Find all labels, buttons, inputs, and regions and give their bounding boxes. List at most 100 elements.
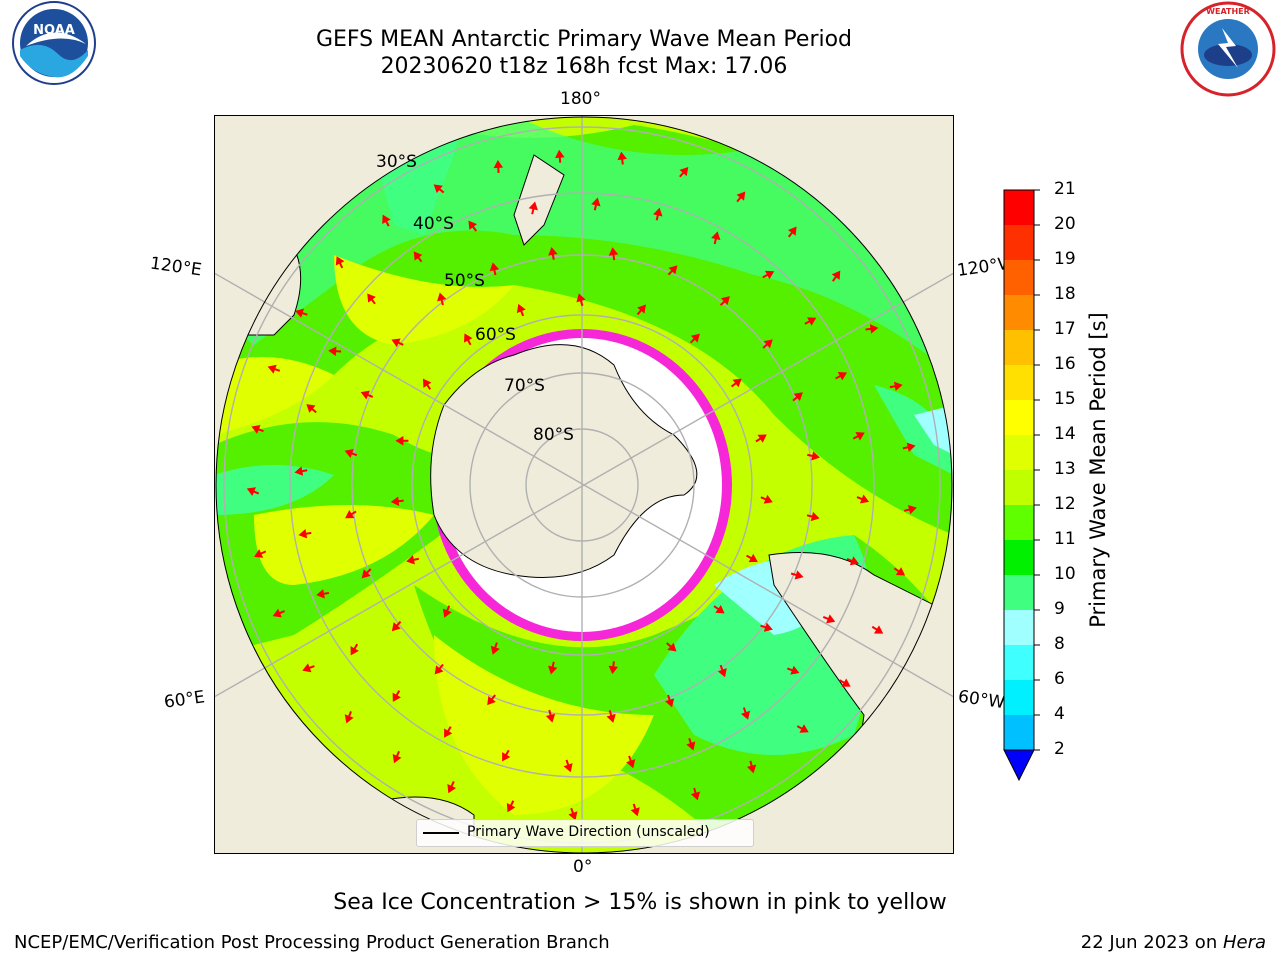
wave-arrow: [835, 371, 848, 381]
lon-label-60e: 60°E: [162, 687, 207, 713]
wave-arrow: [447, 781, 457, 794]
lon-label-0: 0°: [573, 857, 593, 877]
wave-arrow: [392, 690, 401, 702]
map-canvas: [214, 115, 954, 854]
wave-arrow: [502, 749, 511, 762]
wave-arrow: [568, 807, 578, 821]
colorbar-tick-label: 15: [1054, 389, 1076, 409]
wave-arrow: [463, 333, 473, 346]
wave-arrow: [717, 664, 727, 678]
colorbar-segment: [1004, 610, 1034, 646]
wave-arrow: [719, 296, 730, 306]
map-subtitle: 20230620 t18z 168h fcst Max: 17.06: [380, 54, 788, 79]
wave-arrow: [679, 167, 689, 178]
wave-arrow: [806, 511, 820, 522]
colorbar-segment: [1004, 400, 1034, 436]
wave-arrow: [617, 151, 627, 165]
wave-arrow: [295, 308, 308, 318]
colorbar: [1003, 189, 1040, 782]
wave-arrow: [690, 787, 701, 801]
wave-arrow: [713, 604, 725, 614]
wave-arrow: [392, 750, 402, 764]
wave-arrow: [528, 201, 538, 215]
colorbar-segment: [1004, 295, 1034, 331]
wave-arrow: [626, 755, 636, 769]
wave-arrow: [760, 622, 773, 632]
wave-arrow: [344, 449, 358, 458]
map-panel: [214, 115, 954, 854]
wave-arrow: [852, 432, 865, 441]
colorbar-tick-label: 13: [1054, 459, 1076, 479]
wave-arrow: [831, 270, 841, 282]
colorbar-segment: [1004, 575, 1034, 611]
wave-arrow: [736, 191, 746, 203]
wave-arrow: [893, 567, 906, 576]
colorbar-segment: [1004, 365, 1034, 401]
wave-arrow: [306, 404, 317, 414]
wave-arrow: [902, 442, 916, 452]
lon-label-180: 180°: [560, 89, 601, 109]
wave-arrow: [790, 570, 804, 580]
colorbar-tick-label: 19: [1054, 249, 1076, 269]
wave-arrow: [395, 436, 409, 446]
colorbar-tick-label: 21: [1054, 179, 1076, 199]
wave-arrow: [406, 555, 419, 565]
wave-arrow: [344, 710, 354, 724]
colorbar-tick-label: 20: [1054, 214, 1076, 234]
wave-arrow: [796, 724, 809, 733]
colorbar-tick-label: 6: [1054, 669, 1065, 689]
wave-arrow: [382, 214, 391, 227]
wave-arrow: [444, 726, 453, 738]
colorbar-segment: [1004, 225, 1034, 261]
wave-arrow: [302, 663, 315, 673]
colorbar-segment: [1004, 435, 1034, 471]
wave-arrow: [468, 220, 478, 232]
wave-arrow: [254, 549, 267, 558]
wave-arrow: [434, 663, 444, 675]
wave-arrow: [667, 265, 678, 276]
wave-arrow: [889, 381, 903, 391]
colorbar-tick-label: 12: [1054, 494, 1076, 514]
footer-date: 22 Jun 2023 on Hera: [1081, 932, 1266, 953]
wave-arrow: [804, 317, 817, 326]
wave-arrow: [755, 434, 767, 443]
colorbar-tick-label: 9: [1054, 599, 1065, 619]
wave-arrow: [367, 293, 376, 305]
wave-arrow: [665, 694, 675, 708]
footer-host: Hera: [1222, 932, 1266, 953]
colorbar-title: Primary Wave Mean Period [s]: [1086, 312, 1110, 628]
wave-arrow: [298, 529, 312, 539]
noaa-logo: NOAA: [12, 1, 96, 85]
wave-arrow: [762, 339, 773, 349]
wave-arrow: [391, 338, 404, 348]
wave-arrow: [786, 665, 800, 675]
wave-arrow: [630, 803, 640, 817]
wave-arrow: [686, 737, 696, 751]
legend-line-swatch: [423, 832, 459, 834]
noaa-text: NOAA: [33, 23, 75, 38]
wave-arrow: [391, 620, 402, 632]
colorbar-tick-label: 17: [1054, 319, 1076, 339]
footer-date-text: 22 Jun 2023 on: [1080, 932, 1223, 953]
colorbar-tick-label: 18: [1054, 284, 1076, 304]
map-title: GEFS MEAN Antarctic Primary Wave Mean Pe…: [315, 27, 853, 52]
lat-label-80s: 80°S: [533, 425, 574, 445]
wave-arrow: [555, 149, 565, 163]
lat-label-40s: 40°S: [413, 214, 454, 234]
wave-arrow: [516, 303, 526, 317]
colorbar-segment: [1004, 260, 1034, 296]
sea-ice-note: Sea Ice Concentration > 15% is shown in …: [333, 890, 947, 915]
wave-arrow: [345, 510, 357, 519]
colorbar-segment: [1004, 645, 1034, 681]
wave-arrow: [548, 246, 558, 260]
nws-logo: WEATHER: [1180, 1, 1276, 97]
wave-arrow: [608, 661, 619, 675]
wave-arrow: [267, 364, 281, 374]
wave-arrow: [865, 324, 879, 334]
wave-arrow: [563, 759, 573, 773]
wave-arrow: [591, 197, 601, 211]
colorbar-segment: [1004, 470, 1034, 506]
colorbar-segment: [1004, 505, 1034, 541]
footer-credit: NCEP/EMC/Verification Post Processing Pr…: [14, 932, 610, 953]
lat-label-60s: 60°S: [475, 325, 516, 345]
